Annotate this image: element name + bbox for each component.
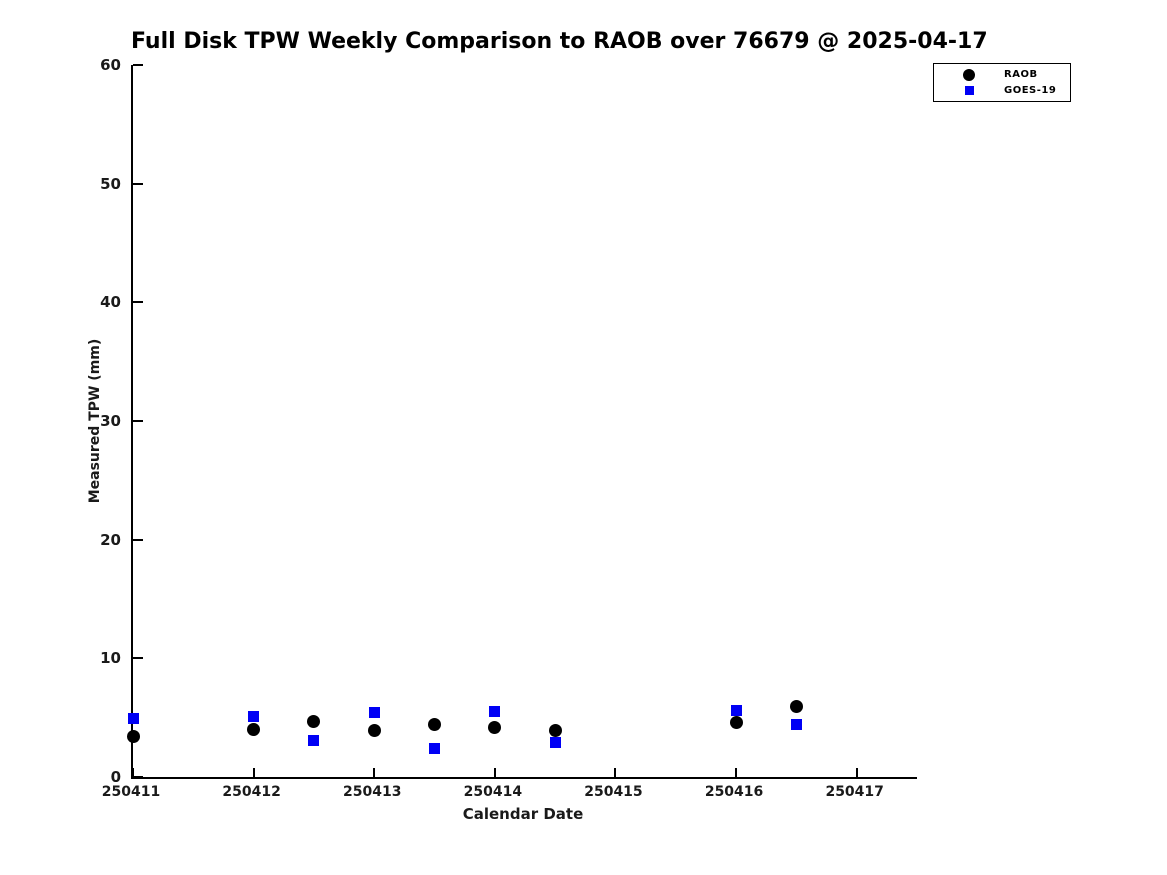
data-point-raob	[428, 718, 442, 732]
x-tick	[735, 768, 738, 777]
y-tick-label: 0	[110, 768, 121, 786]
data-point-goes-19	[730, 705, 742, 717]
y-tick	[133, 538, 143, 541]
y-tick	[133, 182, 143, 185]
x-tick	[493, 768, 496, 777]
chart-title: Full Disk TPW Weekly Comparison to RAOB …	[131, 29, 988, 54]
x-tick	[614, 768, 617, 777]
data-point-goes-19	[549, 737, 561, 749]
y-tick-label: 20	[100, 530, 121, 549]
legend: RAOB GOES-19	[933, 63, 1071, 102]
x-tick	[855, 768, 858, 777]
x-tick-label: 250411	[101, 784, 161, 800]
y-tick-label: 40	[100, 293, 121, 312]
y-tick-label: 50	[100, 174, 121, 193]
y-tick	[133, 64, 143, 66]
y-tick-label: 10	[100, 649, 121, 668]
x-tick-label: 250412	[222, 784, 281, 800]
y-tick	[133, 776, 143, 778]
x-tick-label: 250413	[342, 784, 402, 800]
plot-area	[126, 64, 917, 779]
legend-item-raob: RAOB	[934, 68, 1070, 81]
data-point-raob	[548, 724, 562, 738]
legend-label: RAOB	[1004, 69, 1038, 81]
legend-marker-cell	[934, 68, 1004, 81]
y-tick-label: 30	[100, 412, 121, 430]
data-point-raob	[789, 700, 803, 714]
y-tick	[133, 657, 143, 660]
x-tick	[252, 768, 255, 777]
data-point-goes-19	[248, 710, 260, 722]
data-point-raob	[247, 723, 261, 737]
legend-marker-cell	[934, 86, 1004, 96]
x-tick	[373, 768, 376, 777]
x-axis-label: Calendar Date	[462, 805, 584, 823]
data-point-goes-19	[308, 734, 320, 746]
data-point-goes-19	[790, 719, 802, 731]
x-tick-label: 250416	[704, 784, 764, 800]
data-point-goes-19	[368, 707, 380, 719]
square-icon	[964, 86, 974, 96]
data-point-goes-19	[429, 743, 441, 755]
y-tick	[133, 420, 143, 422]
circle-icon	[963, 68, 975, 81]
data-point-raob	[729, 715, 743, 729]
x-tick-label: 250414	[463, 784, 523, 800]
data-point-goes-19	[127, 713, 139, 725]
legend-item-goes-19: GOES-19	[934, 85, 1070, 96]
y-tick-label: 60	[100, 56, 121, 74]
data-point-raob	[307, 714, 321, 728]
data-point-raob	[488, 720, 502, 734]
y-tick	[133, 301, 143, 304]
x-tick	[132, 768, 134, 777]
data-point-goes-19	[489, 706, 501, 718]
x-tick-label: 250415	[584, 784, 643, 800]
legend-label: GOES-19	[1004, 85, 1057, 97]
data-point-raob	[126, 730, 140, 744]
x-tick-label: 250417	[825, 784, 884, 800]
data-point-raob	[367, 724, 381, 738]
